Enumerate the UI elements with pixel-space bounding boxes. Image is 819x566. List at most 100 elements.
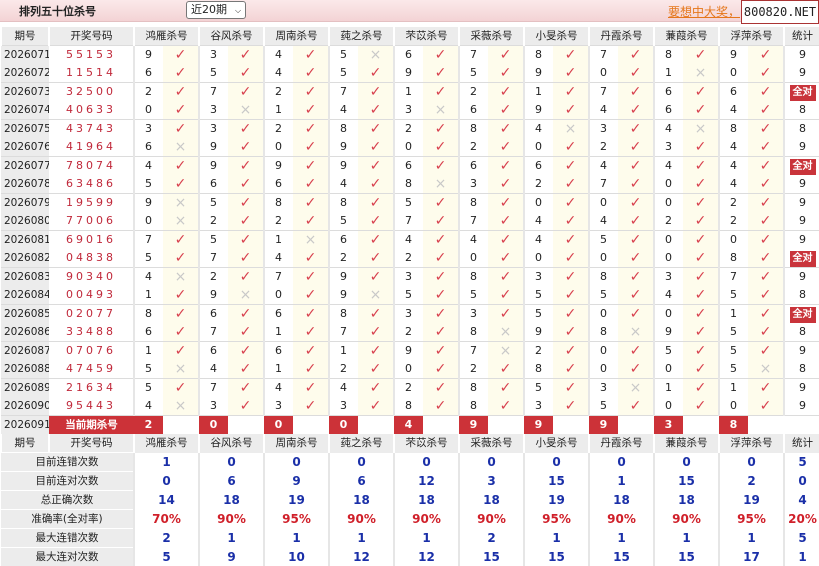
kill-pick: 8 — [719, 120, 748, 139]
check-icon: ✓ — [293, 305, 329, 324]
check-icon: ✓ — [748, 305, 784, 324]
kill-pick: 3 — [589, 379, 618, 398]
kill-pick: 4 — [394, 231, 423, 250]
kill-pick: 1 — [394, 83, 423, 102]
check-icon: ✓ — [293, 286, 329, 305]
kill-pick: 0 — [589, 360, 618, 379]
check-icon: ✓ — [293, 323, 329, 342]
summary-value: 0 — [719, 453, 784, 472]
check-icon: ✓ — [423, 46, 459, 65]
check-icon: ✓ — [748, 212, 784, 231]
current-kill-pick: 9 — [589, 416, 618, 435]
check-icon: ✓ — [293, 212, 329, 231]
kill-pick: 3 — [589, 120, 618, 139]
period-select[interactable]: 近20期⌵ — [186, 1, 246, 19]
check-icon: ✓ — [553, 323, 589, 342]
check-icon: ✓ — [488, 305, 524, 324]
empty-cell — [293, 416, 329, 435]
kill-pick: 1 — [264, 101, 293, 120]
summary-value: 0 — [654, 453, 719, 472]
summary-value: 15 — [654, 548, 719, 566]
check-icon: ✓ — [553, 212, 589, 231]
check-icon: ✓ — [423, 83, 459, 102]
current-kill-pick: 2 — [134, 416, 163, 435]
summary-value: 0 — [524, 453, 589, 472]
kill-pick: 2 — [459, 360, 488, 379]
column-header-expert: 芣苡杀号 — [394, 27, 459, 46]
check-icon: ✓ — [163, 249, 199, 268]
kill-pick: 5 — [329, 212, 358, 231]
summary-value: 15 — [524, 548, 589, 566]
promo-link[interactable]: 要想中大奖， — [668, 3, 740, 20]
kill-pick: 2 — [329, 249, 358, 268]
kill-pick: 5 — [524, 286, 553, 305]
check-icon: ✓ — [358, 323, 394, 342]
check-icon: ✓ — [488, 249, 524, 268]
kill-pick: 4 — [264, 249, 293, 268]
kill-pick: 2 — [394, 249, 423, 268]
period-select-value: 近20期 — [191, 3, 227, 16]
summary-value: 1 — [264, 529, 329, 548]
empty-cell — [683, 416, 719, 435]
check-icon: ✓ — [358, 138, 394, 157]
check-icon: ✓ — [618, 138, 654, 157]
row-stat: 9 — [784, 397, 819, 416]
check-icon: ✓ — [358, 360, 394, 379]
kill-pick: 4 — [264, 46, 293, 65]
check-icon: ✓ — [358, 212, 394, 231]
check-icon: ✓ — [488, 138, 524, 157]
check-icon: ✓ — [748, 64, 784, 83]
kill-pick: 0 — [589, 249, 618, 268]
kill-pick: 7 — [199, 323, 228, 342]
issue-number: 2026086 — [1, 323, 49, 342]
check-icon: ✓ — [293, 101, 329, 120]
check-icon: ✓ — [553, 268, 589, 287]
check-icon: ✓ — [748, 342, 784, 361]
check-icon: ✓ — [423, 286, 459, 305]
summary-value: 10 — [264, 548, 329, 566]
kill-pick: 6 — [264, 342, 293, 361]
summary-value: 19 — [524, 491, 589, 510]
check-icon: ✓ — [488, 101, 524, 120]
kill-pick: 5 — [524, 305, 553, 324]
kill-pick: 4 — [654, 120, 683, 139]
check-icon: ✓ — [358, 231, 394, 250]
column-header-expert: 采薇杀号 — [459, 434, 524, 453]
summary-value: 9 — [264, 472, 329, 491]
kill-pick: 5 — [199, 231, 228, 250]
summary-value: 4 — [784, 491, 819, 510]
issue-number: 2026071 — [1, 46, 49, 65]
check-icon: ✓ — [553, 342, 589, 361]
kill-pick: 0 — [589, 305, 618, 324]
column-header-expert: 周南杀号 — [264, 434, 329, 453]
current-kill-pick: 4 — [394, 416, 423, 435]
check-icon: ✓ — [553, 397, 589, 416]
summary-value: 90% — [329, 510, 394, 529]
kill-pick: 3 — [199, 46, 228, 65]
kill-pick: 1 — [719, 379, 748, 398]
check-icon: ✓ — [553, 231, 589, 250]
check-icon: ✓ — [163, 379, 199, 398]
summary-value: 90% — [394, 510, 459, 529]
kill-pick: 4 — [459, 231, 488, 250]
check-icon: ✓ — [553, 360, 589, 379]
check-icon: ✓ — [293, 64, 329, 83]
kill-pick: 8 — [459, 397, 488, 416]
kill-pick: 6 — [199, 305, 228, 324]
column-header-stat: 统计 — [784, 27, 819, 46]
check-icon: ✓ — [683, 342, 719, 361]
kill-pick: 7 — [394, 212, 423, 231]
column-header-expert: 丹霞杀号 — [589, 434, 654, 453]
current-issue: 2026091 — [1, 416, 49, 435]
check-icon: ✓ — [423, 342, 459, 361]
draw-number: 63486 — [49, 175, 134, 194]
column-header-expert: 周南杀号 — [264, 27, 329, 46]
cross-icon: × — [163, 268, 199, 287]
column-header-expert: 浮萍杀号 — [719, 27, 784, 46]
kill-pick: 9 — [199, 286, 228, 305]
check-icon: ✓ — [618, 83, 654, 102]
issue-number: 2026076 — [1, 138, 49, 157]
